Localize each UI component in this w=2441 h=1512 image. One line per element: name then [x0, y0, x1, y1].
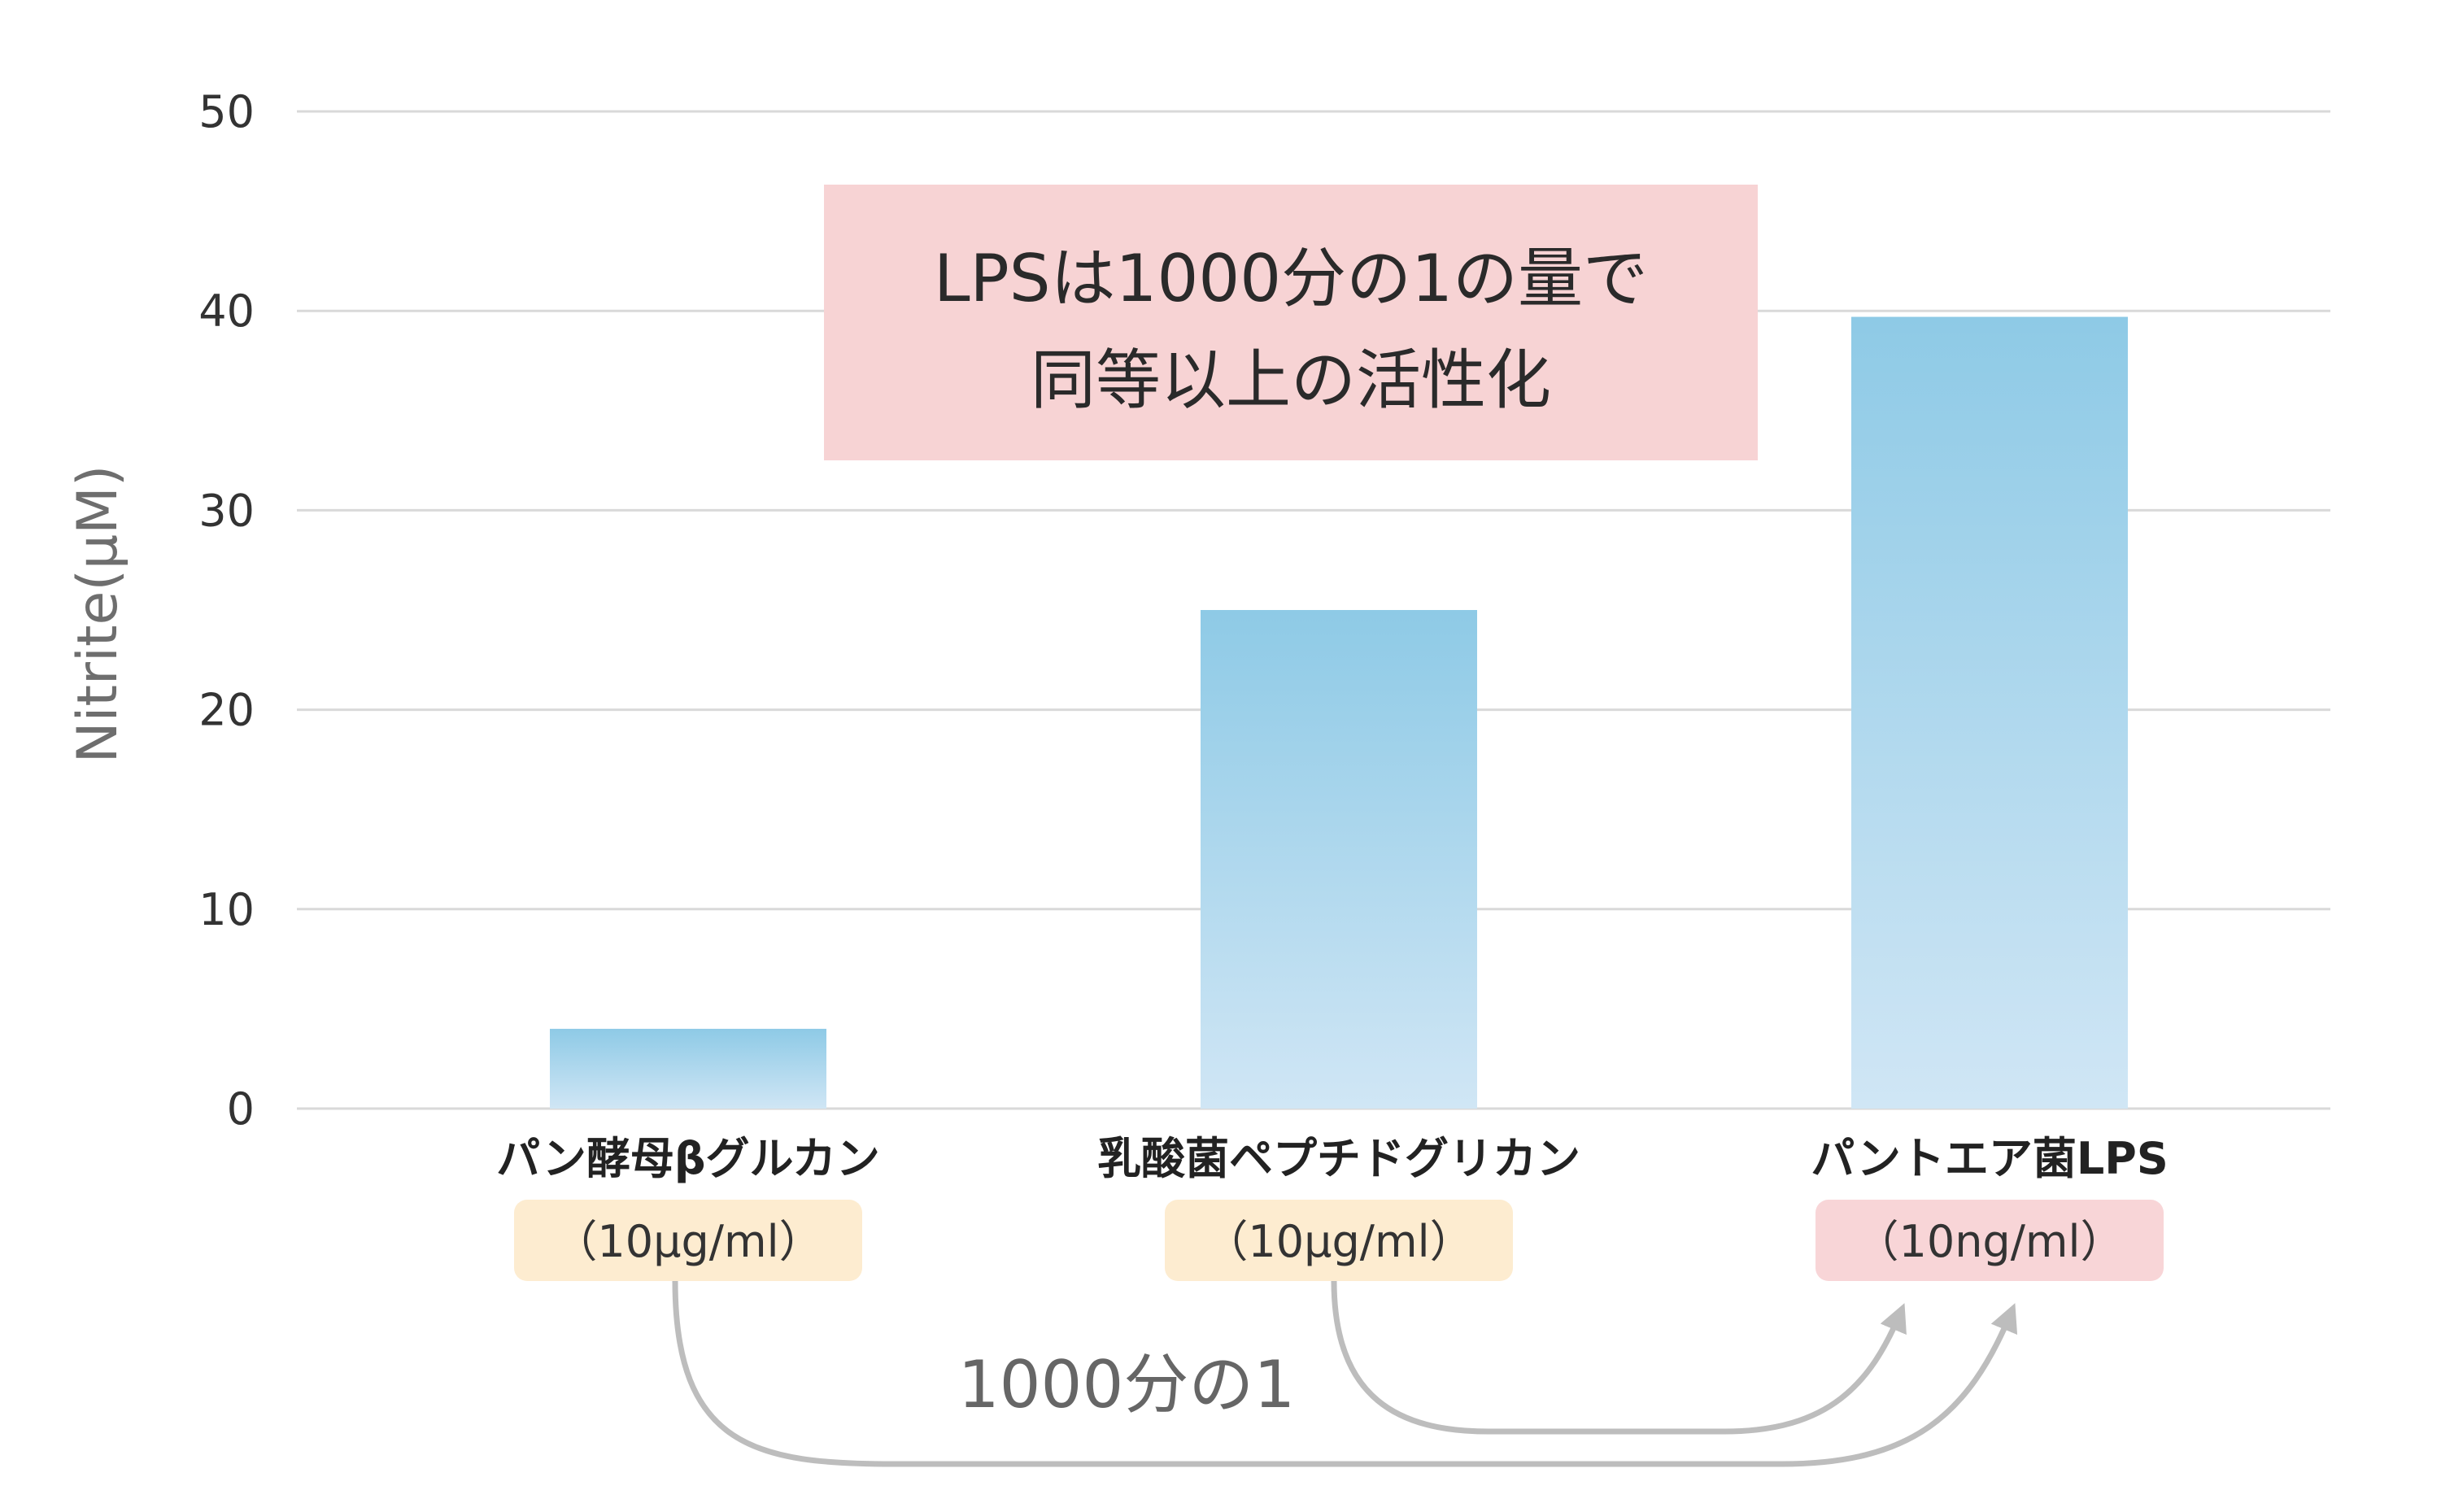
- dose-pill-background: [514, 1200, 862, 1281]
- callout-line-1: LPSは1000分の1の量で: [934, 241, 1648, 316]
- arrow-beta-glucan-to-lps: [672, 1280, 2018, 1467]
- category-label: パン酵母βグルカン: [496, 1133, 880, 1184]
- dose-pill: （10μg/ml）: [1165, 1200, 1513, 1281]
- dose-label: （10ng/ml）: [1855, 1216, 2124, 1267]
- dose-label: （10μg/ml）: [1204, 1216, 1473, 1267]
- dose-labels: （10μg/ml） （10μg/ml） （10ng/ml）: [514, 1200, 2164, 1281]
- bar: [550, 1028, 826, 1109]
- category-label: 乳酸菌ペプチドグリカン: [1097, 1133, 1580, 1184]
- y-tick-label: 50: [198, 86, 255, 137]
- callout-box: LPSは1000分の1の量で 同等以上の活性化: [824, 185, 1758, 460]
- y-tick-label: 20: [198, 685, 255, 736]
- y-axis-title: Nitrite(μM): [66, 465, 130, 764]
- dose-pill-background: [1815, 1200, 2164, 1281]
- bar: [1851, 316, 2128, 1109]
- dose-pill-background: [1165, 1200, 1513, 1281]
- y-tick-labels: 0 10 20 30 40 50: [198, 86, 255, 1135]
- comparison-arrows: [672, 1280, 2018, 1467]
- y-tick-label: 10: [198, 884, 255, 935]
- dose-pill: （10ng/ml）: [1815, 1200, 2164, 1281]
- callout-line-2: 同等以上の活性化: [1031, 342, 1551, 418]
- bar: [1201, 610, 1477, 1109]
- bars: [550, 316, 2128, 1109]
- ratio-annotation: 1000分の1: [958, 1347, 1296, 1423]
- dose-pill: （10μg/ml）: [514, 1200, 862, 1281]
- y-tick-label: 40: [198, 285, 255, 337]
- y-tick-label: 30: [198, 485, 255, 536]
- dose-label: （10μg/ml）: [553, 1216, 822, 1267]
- category-label: パントエア菌LPS: [1811, 1133, 2169, 1184]
- category-labels: パン酵母βグルカン 乳酸菌ペプチドグリカン パントエア菌LPS: [496, 1133, 2169, 1184]
- y-tick-label: 0: [227, 1083, 255, 1135]
- arrow-peptidoglycan-to-lps: [1331, 1280, 1907, 1435]
